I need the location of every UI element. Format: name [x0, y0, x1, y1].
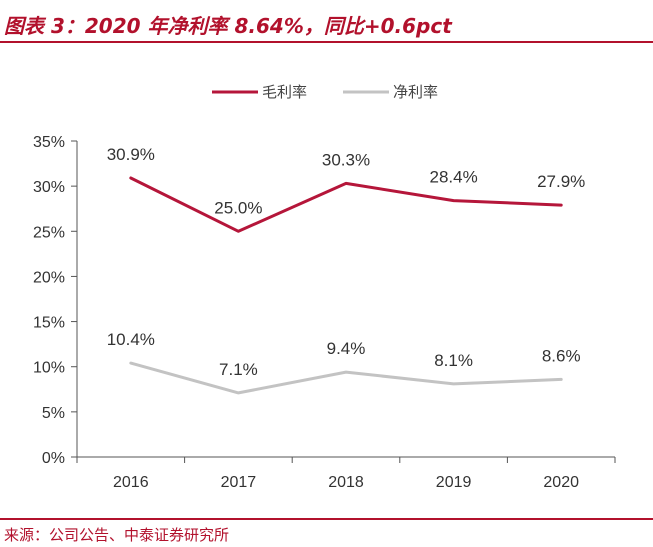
- x-tick-label: 2016: [113, 474, 149, 491]
- source-divider: [0, 518, 653, 520]
- y-tick-label: 20%: [33, 269, 65, 286]
- line-chart: 0% 5% 10% 15% 20% 25% 30% 35% 2016 2017 2018 2019 20…: [33, 83, 616, 491]
- data-label: 30.9%: [107, 145, 155, 164]
- chart-title: 图表 3：2020 年净利率 8.64%，同比+0.6pct: [4, 14, 452, 38]
- data-label: 9.4%: [327, 339, 366, 358]
- y-tick-label: 15%: [33, 315, 65, 332]
- data-label: 8.6%: [542, 346, 581, 365]
- data-label: 10.4%: [107, 330, 155, 349]
- legend-label: 毛利率: [262, 83, 307, 101]
- data-label: 25.0%: [214, 198, 262, 217]
- y-tick-label: 35%: [33, 134, 65, 151]
- legend-label: 净利率: [393, 83, 438, 101]
- x-tick-label: 2020: [543, 474, 579, 491]
- data-label: 8.1%: [434, 351, 473, 370]
- data-label: 30.3%: [322, 150, 370, 169]
- data-label: 7.1%: [219, 360, 258, 379]
- x-tick-label: 2018: [328, 474, 364, 491]
- data-label: 28.4%: [429, 168, 477, 187]
- title-divider: [0, 41, 653, 43]
- series-line-1: [129, 176, 563, 233]
- y-tick-label: 30%: [33, 179, 65, 196]
- y-tick-label: 25%: [33, 224, 65, 241]
- source-note: 来源：公司公告、中泰证券研究所: [4, 526, 230, 544]
- y-tick-label: 5%: [42, 405, 65, 422]
- y-tick-label: 10%: [33, 360, 65, 377]
- series-line-2: [129, 361, 563, 395]
- data-label: 27.9%: [537, 172, 585, 191]
- y-tick-label: 0%: [42, 450, 65, 467]
- x-tick-label: 2019: [436, 474, 472, 491]
- x-tick-label: 2017: [221, 474, 257, 491]
